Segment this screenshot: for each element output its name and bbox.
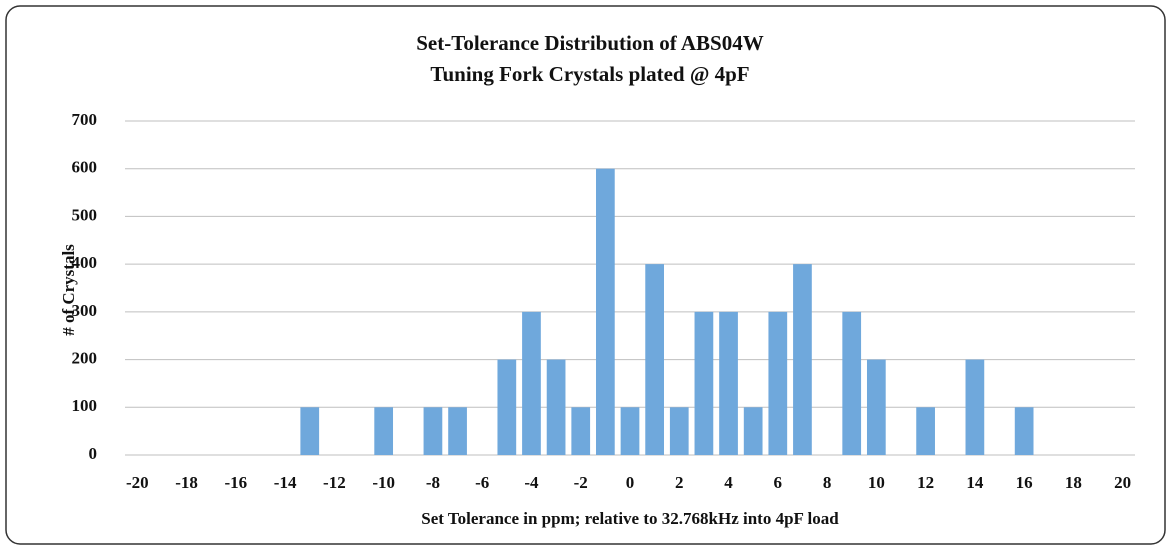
x-tick-label: 12	[917, 473, 934, 492]
bar	[842, 311, 862, 455]
x-tick-label: -10	[372, 473, 395, 492]
chart-subtitle: Tuning Fork Crystals plated @ 4pF	[430, 62, 749, 86]
y-tick-label: 500	[72, 205, 98, 224]
chart-frame	[5, 5, 1166, 545]
x-tick-label: 10	[868, 473, 885, 492]
x-tick-label: 16	[1016, 473, 1033, 492]
x-tick-label: -14	[274, 473, 297, 492]
bar	[546, 359, 566, 455]
bar	[916, 407, 935, 455]
x-tick-label: 8	[823, 473, 832, 492]
y-tick-label: 700	[72, 110, 98, 129]
x-tick-label: -12	[323, 473, 346, 492]
bar	[694, 311, 714, 455]
bar	[522, 311, 541, 455]
bar	[596, 168, 615, 455]
x-tick-label: 2	[675, 473, 684, 492]
x-tick-label: 18	[1065, 473, 1082, 492]
bar	[793, 264, 812, 455]
bar	[423, 407, 443, 455]
bar	[374, 407, 394, 455]
x-tick-label: 14	[966, 473, 984, 492]
bar	[768, 311, 788, 455]
x-tick-label: -16	[225, 473, 248, 492]
x-tick-label: -8	[426, 473, 440, 492]
y-tick-label: 100	[72, 396, 98, 415]
bar	[571, 407, 591, 455]
bar	[866, 359, 886, 455]
bar	[620, 407, 640, 455]
x-tick-label: 0	[626, 473, 635, 492]
bar	[669, 407, 689, 455]
x-tick-label: -6	[475, 473, 489, 492]
bar	[965, 359, 985, 455]
x-tick-label: -20	[126, 473, 149, 492]
chart-title: Set-Tolerance Distribution of ABS04W	[416, 31, 763, 55]
x-axis-label: Set Tolerance in ppm; relative to 32.768…	[421, 509, 839, 528]
y-tick-label: 300	[72, 301, 98, 320]
x-tick-label: 6	[774, 473, 783, 492]
bar	[743, 407, 763, 455]
bar	[1014, 407, 1034, 455]
y-tick-label: 600	[72, 158, 98, 177]
bar	[497, 359, 517, 455]
bar	[448, 407, 467, 455]
y-tick-label: 200	[72, 348, 98, 367]
x-tick-label: -18	[175, 473, 198, 492]
bar	[645, 264, 664, 455]
x-tick-label: 4	[724, 473, 733, 492]
bar	[300, 407, 320, 455]
x-tick-label: -2	[574, 473, 588, 492]
x-tick-label: 20	[1114, 473, 1131, 492]
y-axis-label: # of Crystals	[59, 244, 78, 336]
bar	[719, 311, 738, 455]
y-tick-label: 0	[89, 444, 98, 463]
x-tick-label: -4	[524, 473, 539, 492]
y-tick-label: 400	[72, 253, 98, 272]
